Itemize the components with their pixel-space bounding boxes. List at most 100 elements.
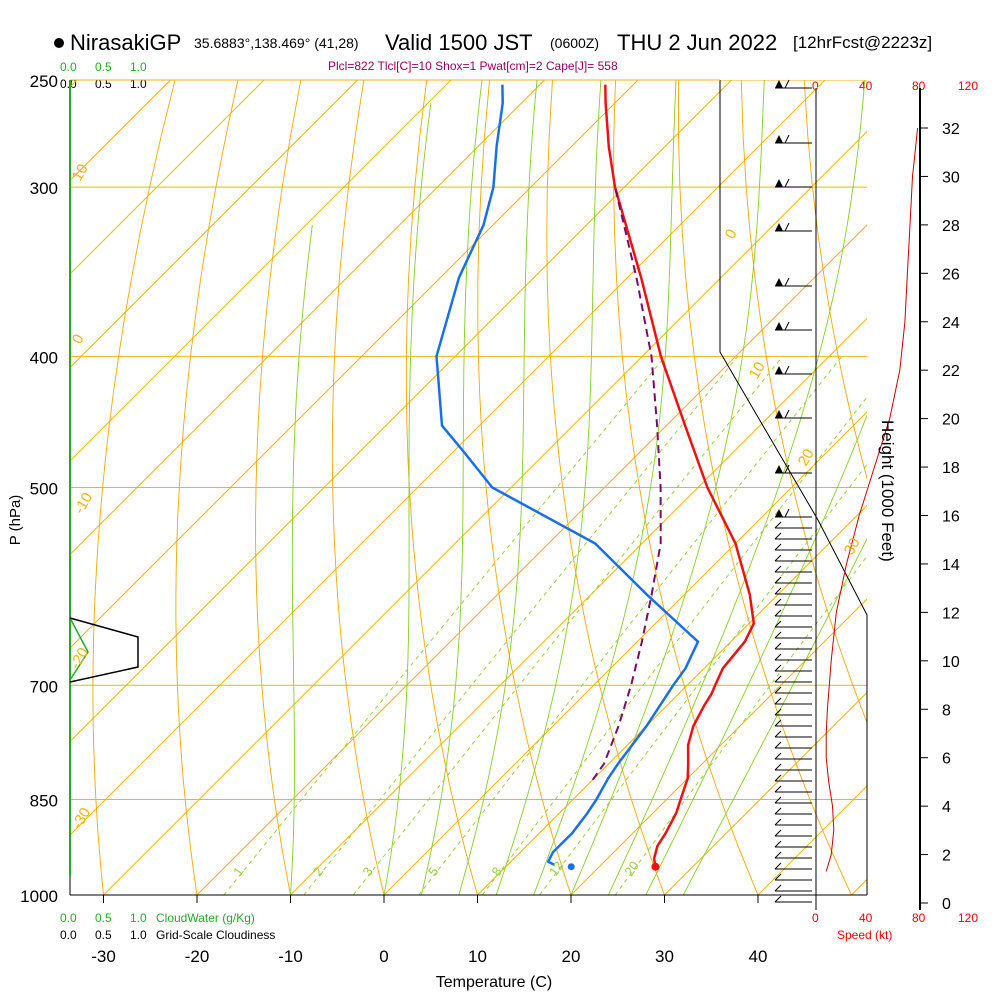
wind-barb-feather (784, 134, 790, 144)
wind-barb (774, 796, 812, 804)
wind-barb-flag (775, 135, 783, 143)
wind-barb (774, 873, 812, 881)
wind-barb-feather (774, 675, 782, 683)
wind-barb (774, 620, 812, 628)
wind-barb-feather (774, 631, 782, 639)
isotherm--10 (290, 317, 867, 895)
wind-barb-feather (784, 79, 790, 89)
wind-barb (775, 222, 812, 232)
wind-barb-feather (774, 620, 782, 628)
cloudwater-tick-bottom-1: 0.5 (95, 911, 112, 925)
wind-barb-flag (775, 366, 783, 374)
isotherm-label-8: 30 (841, 535, 864, 558)
dry-adiabat-60 (740, 80, 867, 724)
isotherm-10 (477, 504, 867, 895)
wind-barb-feather (774, 807, 782, 815)
dry-adiabat-40 (613, 80, 759, 895)
wind-barb (775, 277, 812, 287)
height-tick-label-30: 30 (942, 169, 960, 186)
dry-adiabat--30 (92, 80, 176, 895)
wind-barb-feather (774, 653, 782, 661)
parcel-line (591, 186, 662, 781)
cloudiness-tick-bottom-0: 0.0 (60, 928, 77, 942)
isotherm-label-4: -30 (69, 805, 95, 832)
wind-barb-feather (774, 565, 782, 573)
temperature-axis-title: Temperature (C) (436, 974, 552, 991)
wind-barb-feather (784, 508, 790, 518)
wind-barb-flag (775, 80, 783, 88)
isotherm--60 (70, 80, 639, 649)
wind-barb-feather (774, 543, 782, 551)
height-tick-label-24: 24 (942, 315, 960, 332)
wind-barb (774, 807, 812, 815)
wind-barb-feather (774, 873, 782, 881)
isotherm--40 (70, 80, 826, 836)
isotherm-label-7: 20 (795, 446, 818, 469)
wind-speed-line (825, 127, 919, 872)
mixing-ratio-8 (481, 396, 867, 895)
pressure-tick-label-250: 250 (30, 72, 58, 91)
wind-barb (775, 178, 812, 188)
wind-barb-feather (774, 774, 782, 782)
height-axis-title: Height (1000 Feet) (878, 420, 897, 562)
height-tick-label-10: 10 (942, 654, 960, 671)
moist-adiabat-12 (495, 80, 602, 895)
isotherm--70 (70, 80, 545, 556)
wind-barb-feather (784, 409, 790, 419)
cloudiness-bump (69, 617, 139, 683)
speed-tick-top-2: 80 (912, 79, 926, 93)
moist-adiabat-0 (383, 103, 432, 895)
height-tick-label-16: 16 (942, 509, 960, 526)
pressure-tick-label-850: 850 (30, 791, 58, 810)
speed-tick-bottom-0: 0 (812, 911, 819, 925)
wind-barb-feather (774, 752, 782, 760)
wind-barb (774, 598, 812, 606)
wind-barb (775, 321, 812, 331)
height-tick-label-0: 0 (942, 896, 951, 913)
wind-barb (774, 565, 812, 573)
wind-barb-feather (784, 178, 790, 188)
wind-barb-feather (784, 365, 790, 375)
cloudiness-label: Grid-Scale Cloudiness (156, 928, 276, 942)
cloudwater-label: CloudWater (g/Kg) (156, 911, 255, 925)
wind-barb-feather (774, 532, 782, 540)
moist-adiabat-24 (607, 80, 866, 895)
wind-barb-feather (774, 862, 782, 870)
isotherm-label-6: 10 (746, 359, 769, 382)
wind-barb-feather (774, 719, 782, 727)
wind-barb-feather (774, 576, 782, 584)
wind-barb-feather (774, 609, 782, 617)
wind-barb (775, 508, 812, 518)
moist-adiabat-20 (570, 80, 765, 895)
wind-barb-flag (775, 465, 783, 473)
isotherm--50 (70, 80, 732, 743)
wind-barb (775, 79, 812, 89)
height-tick-label-22: 22 (942, 363, 960, 380)
speed-tick-top-3: 120 (958, 79, 979, 93)
height-tick-label-32: 32 (942, 121, 960, 138)
wind-barb (774, 763, 812, 771)
dry-adiabat--10 (255, 80, 302, 895)
wind-speed-profile (815, 88, 919, 910)
pressure-tick-label-500: 500 (30, 480, 58, 499)
isotherm--100 (70, 80, 265, 275)
pressure-tick-label-400: 400 (30, 348, 58, 367)
wind-barb (774, 708, 812, 716)
wind-barb-feather (774, 708, 782, 716)
speed-tick-top-0: 0 (812, 79, 819, 93)
wind-barb (774, 653, 812, 661)
mixing-ratio-1 (223, 355, 666, 895)
wind-barbs (774, 79, 812, 903)
dry-adiabat-20 (477, 80, 572, 895)
wind-barb-flag (775, 322, 783, 330)
temperature-tick-label--10: -10 (278, 947, 303, 966)
moist-adiabat-28 (645, 414, 867, 895)
wind-barb (774, 840, 812, 848)
wind-barb (774, 521, 812, 529)
height-tick-label-4: 4 (942, 799, 951, 816)
speed-tick-bottom-2: 80 (912, 911, 926, 925)
mixing-ratio-3 (352, 355, 784, 895)
wind-barb (774, 884, 812, 892)
wind-barb (774, 774, 812, 782)
